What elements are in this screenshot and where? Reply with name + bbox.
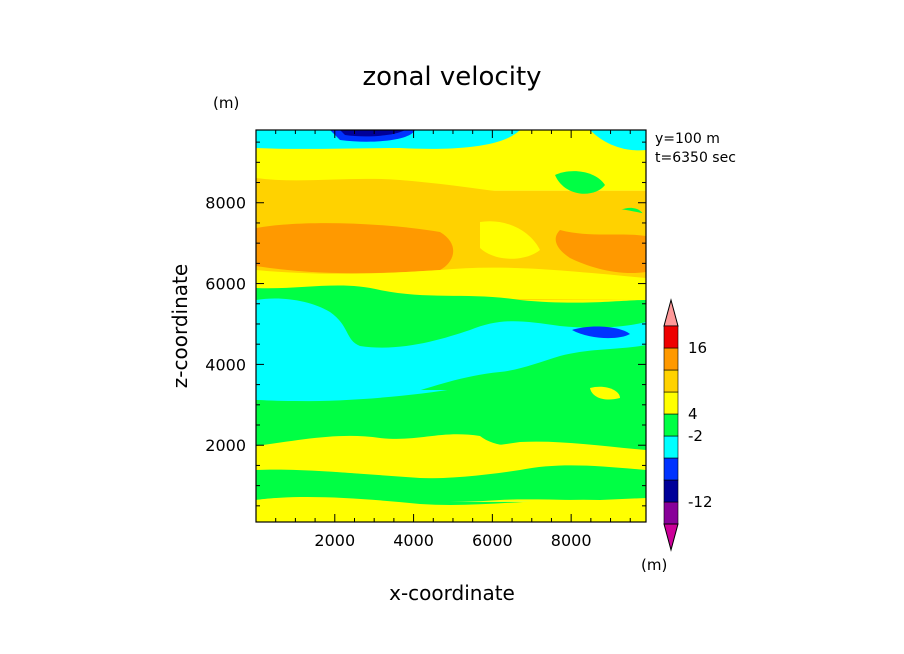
colorbar-swatch-0 [663, 501, 679, 525]
x-axis-label: x-coordinate [389, 581, 515, 605]
y-tick-label: 8000 [205, 194, 246, 213]
colorbar-unit-label: (m) [641, 556, 667, 574]
y-tick-label: 4000 [205, 355, 246, 374]
contour-orange [256, 223, 454, 274]
contour-orange-right [555, 230, 646, 274]
colorbar-swatch-7 [663, 347, 679, 371]
contour-green-lower [256, 373, 646, 456]
x-tick-label: 6000 [472, 531, 513, 550]
chart-title: zonal velocity [362, 62, 541, 92]
colorbar-swatch-2 [663, 457, 679, 481]
colorbar-label: 16 [688, 339, 707, 357]
contour-yellow-mid-patch [480, 221, 540, 259]
colorbar-extend-top [663, 298, 679, 327]
contour-yellow-lower-band [256, 434, 646, 479]
contour-navy-top [340, 130, 405, 137]
y-tick-label: 2000 [205, 436, 246, 455]
colorbar-swatch-4 [663, 413, 679, 437]
contour-blue-mid [572, 326, 630, 339]
time-annotation-line-1: y=100 m [655, 131, 720, 147]
x-tick-label: 2000 [314, 531, 355, 550]
colorbar-swatch-1 [663, 479, 679, 503]
x-tick-label: 4000 [393, 531, 434, 550]
contour-yellow-right-patch [590, 386, 620, 400]
contour-green-bottom [256, 469, 646, 503]
colorbar-swatch-8 [663, 325, 679, 349]
axis-ticks: 2000 4000 6000 8000 2000 4000 6000 8000 [205, 130, 646, 550]
colorbar: 16 4 -2 -12 [663, 298, 713, 552]
x-tick-label: 8000 [551, 531, 592, 550]
colorbar-extend-bottom [663, 523, 679, 552]
colorbar-label: -12 [688, 493, 713, 511]
y-unit-label: (m) [213, 94, 239, 112]
colorbar-label: -2 [688, 427, 703, 445]
time-annotation-line-2: t=6350 sec [655, 150, 736, 166]
plot-frame [255, 129, 647, 523]
y-tick-label: 6000 [205, 275, 246, 294]
contour-green-top-right [555, 171, 605, 194]
contour-cyan-mid [256, 298, 646, 402]
contour-field [256, 130, 646, 522]
y-axis-label: z-coordinate [168, 264, 192, 388]
colorbar-label: 4 [688, 405, 698, 423]
contour-cyan-top-right [590, 130, 646, 151]
colorbar-swatch-5 [663, 391, 679, 415]
colorbar-swatch-3 [663, 435, 679, 459]
contour-yellow-bottom [256, 497, 646, 522]
colorbar-swatch-6 [663, 369, 679, 393]
